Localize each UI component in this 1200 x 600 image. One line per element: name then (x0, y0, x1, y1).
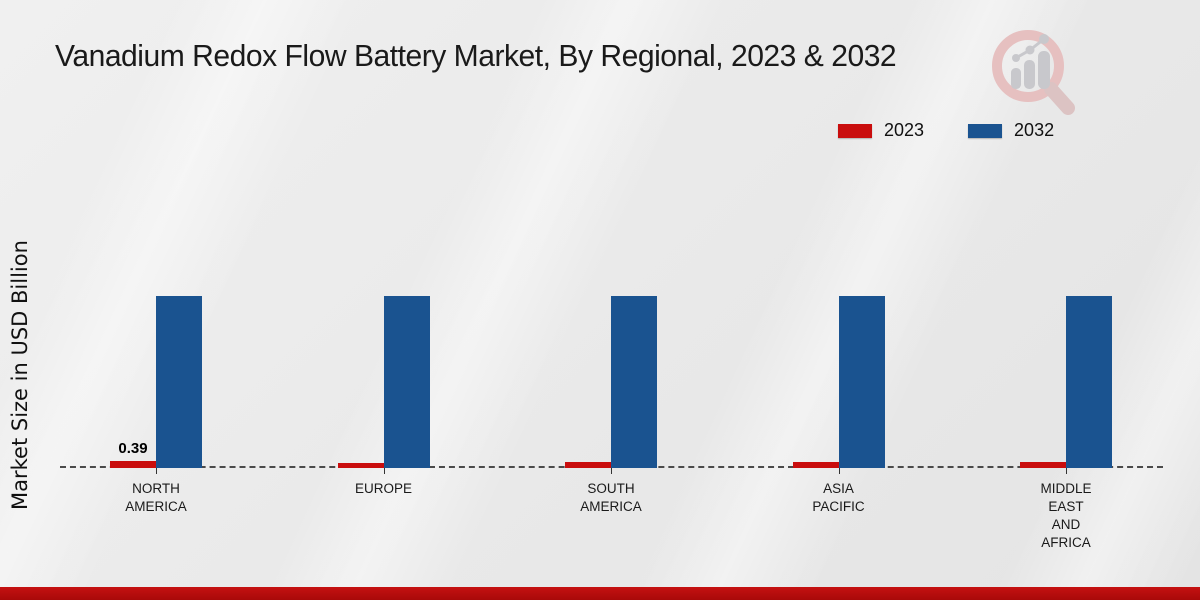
y-axis-label: Market Size in USD Billion (8, 240, 32, 510)
legend-swatch-2032 (968, 123, 1003, 138)
legend: 2023 2032 (838, 120, 1054, 141)
chart-title: Vanadium Redox Flow Battery Market, By R… (55, 38, 897, 73)
bar-2032-north-america (156, 296, 202, 468)
bar-2032-middle-east-and-africa (1066, 296, 1112, 468)
category-label-asia-pacific: ASIA PACIFIC (812, 481, 865, 514)
data-label-2023-north-america: 0.39 (118, 440, 148, 457)
bar-2023-europe (337, 463, 384, 468)
bar-2032-europe (383, 296, 430, 468)
category-label-north-america: NORTH AMERICA (125, 481, 187, 514)
legend-label-2023: 2023 (884, 120, 925, 140)
category-label-europe: EUROPE (354, 481, 412, 496)
category-label-south-america: SOUTH AMERICA (580, 481, 642, 514)
footer-accent-bar (0, 587, 1200, 600)
axis-tick-south-america (611, 468, 612, 474)
bar-2023-middle-east-and-africa (1020, 462, 1066, 468)
legend-item-2032: 2032 (968, 120, 1054, 141)
legend-item-2023: 2023 (838, 120, 924, 141)
bar-2023-south-america (565, 462, 611, 468)
bar-2023-north-america (110, 461, 156, 468)
axis-tick-asia-pacific (838, 468, 840, 474)
axis-tick-north-america (156, 468, 157, 474)
bar-2032-south-america (611, 296, 657, 468)
axis-tick-europe (383, 468, 385, 474)
legend-swatch-2023 (838, 123, 872, 138)
bar-2023-asia-pacific (792, 462, 839, 468)
magnifier-bar-chart-logo-icon (988, 26, 1080, 123)
category-label-middle-east-and-africa: MIDDLE EAST AND AFRICA (1040, 481, 1092, 550)
bar-2032-asia-pacific (838, 296, 885, 468)
axis-tick-middle-east-and-africa (1066, 468, 1067, 474)
legend-label-2032: 2032 (1014, 120, 1055, 140)
